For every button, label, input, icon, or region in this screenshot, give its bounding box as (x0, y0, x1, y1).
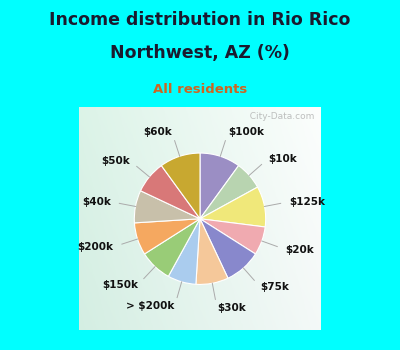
Wedge shape (161, 153, 200, 219)
Wedge shape (196, 219, 228, 285)
Text: $60k: $60k (143, 127, 172, 138)
Text: $20k: $20k (286, 245, 314, 254)
Wedge shape (134, 191, 200, 223)
Wedge shape (144, 219, 200, 276)
Text: All residents: All residents (153, 83, 247, 96)
Text: $100k: $100k (228, 127, 264, 138)
Text: > $200k: > $200k (126, 301, 175, 311)
Text: Northwest, AZ (%): Northwest, AZ (%) (110, 44, 290, 62)
Text: $200k: $200k (78, 242, 114, 252)
Text: $125k: $125k (289, 197, 325, 207)
Text: Income distribution in Rio Rico: Income distribution in Rio Rico (49, 11, 351, 29)
Wedge shape (200, 153, 239, 219)
Wedge shape (134, 219, 200, 254)
Wedge shape (200, 166, 258, 219)
Text: $150k: $150k (102, 280, 138, 290)
Wedge shape (140, 166, 200, 219)
Text: $10k: $10k (268, 154, 297, 164)
Wedge shape (200, 219, 265, 254)
Text: City-Data.com: City-Data.com (244, 112, 314, 121)
Wedge shape (200, 219, 256, 278)
Wedge shape (200, 187, 266, 227)
Wedge shape (168, 219, 200, 284)
Text: $50k: $50k (101, 156, 130, 166)
Text: $75k: $75k (260, 282, 289, 292)
Text: $30k: $30k (217, 303, 246, 313)
Text: $40k: $40k (82, 197, 111, 207)
